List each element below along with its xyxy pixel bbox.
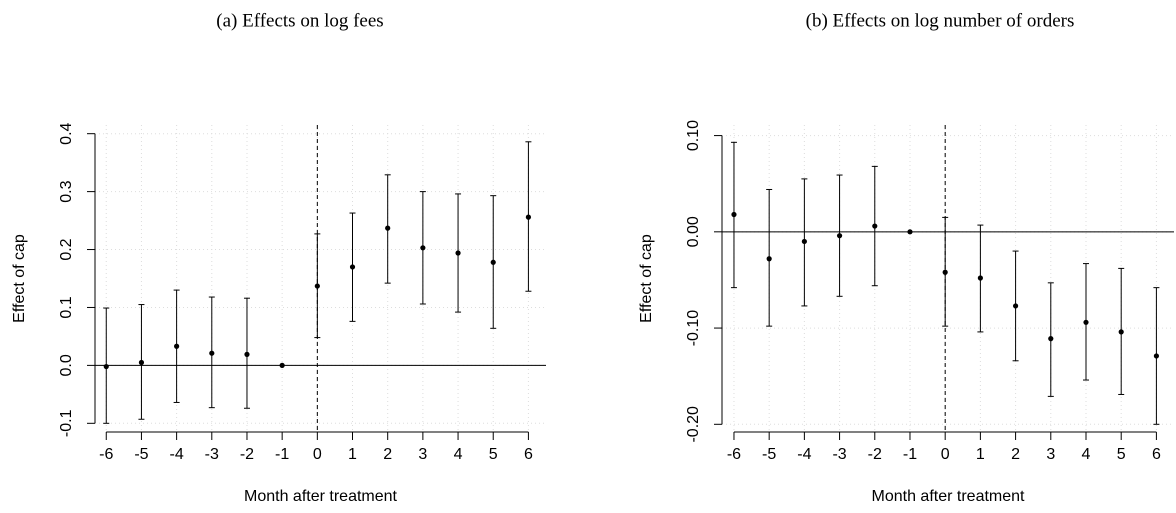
point [385, 225, 391, 231]
y-tick-label: 0.1 [58, 296, 75, 318]
point [766, 256, 772, 262]
point [872, 223, 878, 229]
point [1153, 353, 1159, 359]
x-tick-label: -3 [205, 446, 219, 463]
point [1048, 336, 1054, 342]
point [490, 259, 496, 265]
y-tick-label: 0.10 [685, 120, 702, 151]
y-tick-label: 0.2 [58, 238, 75, 260]
x-tick-label: -2 [868, 446, 882, 463]
x-tick-label: -5 [134, 446, 148, 463]
x-tick-label: 0 [941, 446, 950, 463]
point [836, 233, 843, 239]
point [420, 245, 426, 251]
x-tick-label: -2 [240, 446, 254, 463]
y-tick-label: -0.1 [58, 409, 75, 437]
x-tick-label: 2 [383, 446, 392, 463]
x-tick-label: 5 [489, 446, 498, 463]
y-tick-label: 0.00 [685, 216, 702, 247]
point [1012, 303, 1019, 309]
x-tick-label: 1 [348, 446, 357, 463]
x-tick-label: 5 [1117, 446, 1126, 463]
y-axis-label: Effect of cap [638, 234, 655, 323]
point [1118, 329, 1124, 335]
point [279, 362, 285, 368]
point [174, 343, 180, 349]
x-tick-label: 1 [976, 446, 985, 463]
point [455, 250, 461, 256]
point [244, 351, 250, 357]
point [1083, 319, 1089, 325]
y-tick-label: 0.4 [58, 122, 75, 144]
point [138, 359, 145, 366]
point [907, 229, 913, 235]
x-tick-label: 6 [524, 446, 533, 463]
x-tick-label: 4 [1082, 446, 1091, 463]
panel-title: (b) Effects on log number of orders [806, 10, 1075, 31]
x-tick-label: 4 [454, 446, 463, 463]
x-tick-label: 3 [418, 446, 427, 463]
point [942, 269, 948, 275]
point [525, 214, 532, 220]
panel-title: (a) Effects on log fees [216, 10, 383, 31]
x-tick-label: -6 [99, 446, 113, 463]
point [731, 211, 737, 218]
x-tick-label: 3 [1046, 446, 1055, 463]
x-tick-label: -4 [797, 446, 811, 463]
point [349, 264, 356, 270]
point [801, 238, 807, 245]
x-tick-label: -3 [832, 446, 846, 463]
x-tick-label: -1 [903, 446, 917, 463]
y-tick-label: -0.20 [685, 406, 702, 443]
x-tick-label: 2 [1011, 446, 1020, 463]
point [977, 275, 983, 281]
y-tick-label: 0.3 [58, 180, 75, 202]
y-axis-label: Effect of cap [11, 234, 28, 323]
x-tick-label: -6 [727, 446, 741, 463]
y-tick-label: 0.0 [58, 354, 75, 376]
x-tick-label: -5 [762, 446, 776, 463]
x-tick-label: -1 [275, 446, 289, 463]
point [209, 350, 215, 356]
y-tick-label: -0.10 [685, 310, 702, 347]
point [314, 283, 320, 289]
x-axis-label: Month after treatment [872, 488, 1026, 505]
x-tick-label: -4 [169, 446, 183, 463]
x-tick-label: 0 [313, 446, 322, 463]
x-tick-label: 6 [1152, 446, 1161, 463]
x-axis-label: Month after treatment [244, 488, 398, 505]
point [103, 363, 109, 370]
